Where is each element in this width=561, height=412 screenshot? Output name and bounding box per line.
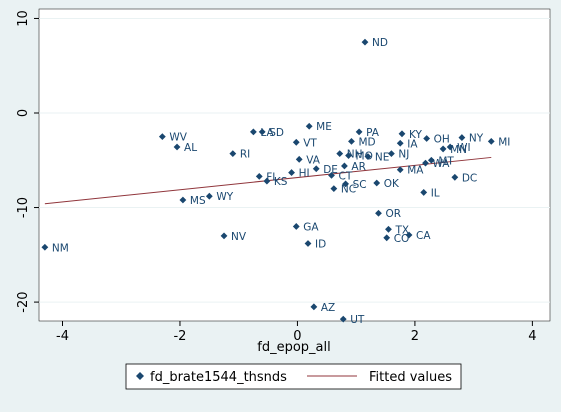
point-label: SD — [269, 127, 284, 139]
y-tick-label: 0 — [16, 109, 31, 117]
point-label: OR — [385, 208, 401, 220]
point-label: MA — [407, 165, 424, 177]
x-tick-label: -4 — [56, 329, 69, 344]
point-label: ND — [372, 37, 388, 49]
point-label: AL — [184, 142, 197, 154]
y-tick-label: -20 — [16, 291, 31, 312]
point-label: MS — [190, 195, 206, 207]
point-label: MN — [450, 144, 467, 156]
point-label: VA — [306, 154, 321, 166]
point-label: GA — [303, 221, 319, 233]
legend-label-scatter: fd_brate1544_thsnds — [150, 370, 287, 385]
point-label: OH — [434, 134, 450, 146]
point-label: AZ — [321, 302, 335, 314]
x-tick-label: -2 — [173, 329, 186, 344]
point-label: MI — [498, 136, 510, 148]
point-label: UT — [350, 314, 365, 326]
point-label: AR — [351, 161, 365, 173]
plot-area — [39, 9, 550, 321]
point-label: RI — [240, 149, 250, 161]
legend: fd_brate1544_thsnds Fitted values — [126, 364, 461, 389]
y-tick-label: 10 — [16, 10, 31, 27]
point-label: ID — [315, 238, 326, 250]
point-label: NE — [375, 151, 390, 163]
point-label: NC — [341, 184, 356, 196]
x-axis-label: fd_epop_all — [257, 340, 330, 355]
point-label: MD — [358, 136, 375, 148]
point-label: WY — [216, 191, 233, 203]
point-label: NJ — [398, 149, 409, 161]
point-label: NV — [231, 231, 247, 243]
x-tick-label: 4 — [528, 329, 536, 344]
point-label: ME — [316, 121, 332, 133]
point-label: VT — [303, 137, 317, 149]
x-tick-label: 2 — [411, 329, 419, 344]
point-label: HI — [299, 168, 310, 180]
point-label: KS — [274, 176, 288, 188]
point-label: WA — [432, 158, 450, 170]
legend-label-fitted: Fitted values — [369, 370, 452, 385]
point-label: DC — [462, 172, 477, 184]
point-label: CA — [416, 230, 431, 242]
point-label: IL — [431, 187, 440, 199]
point-label: NY — [469, 133, 484, 145]
point-label: OK — [384, 178, 400, 190]
point-label: NM — [52, 242, 69, 254]
y-tick-label: -10 — [16, 197, 31, 218]
